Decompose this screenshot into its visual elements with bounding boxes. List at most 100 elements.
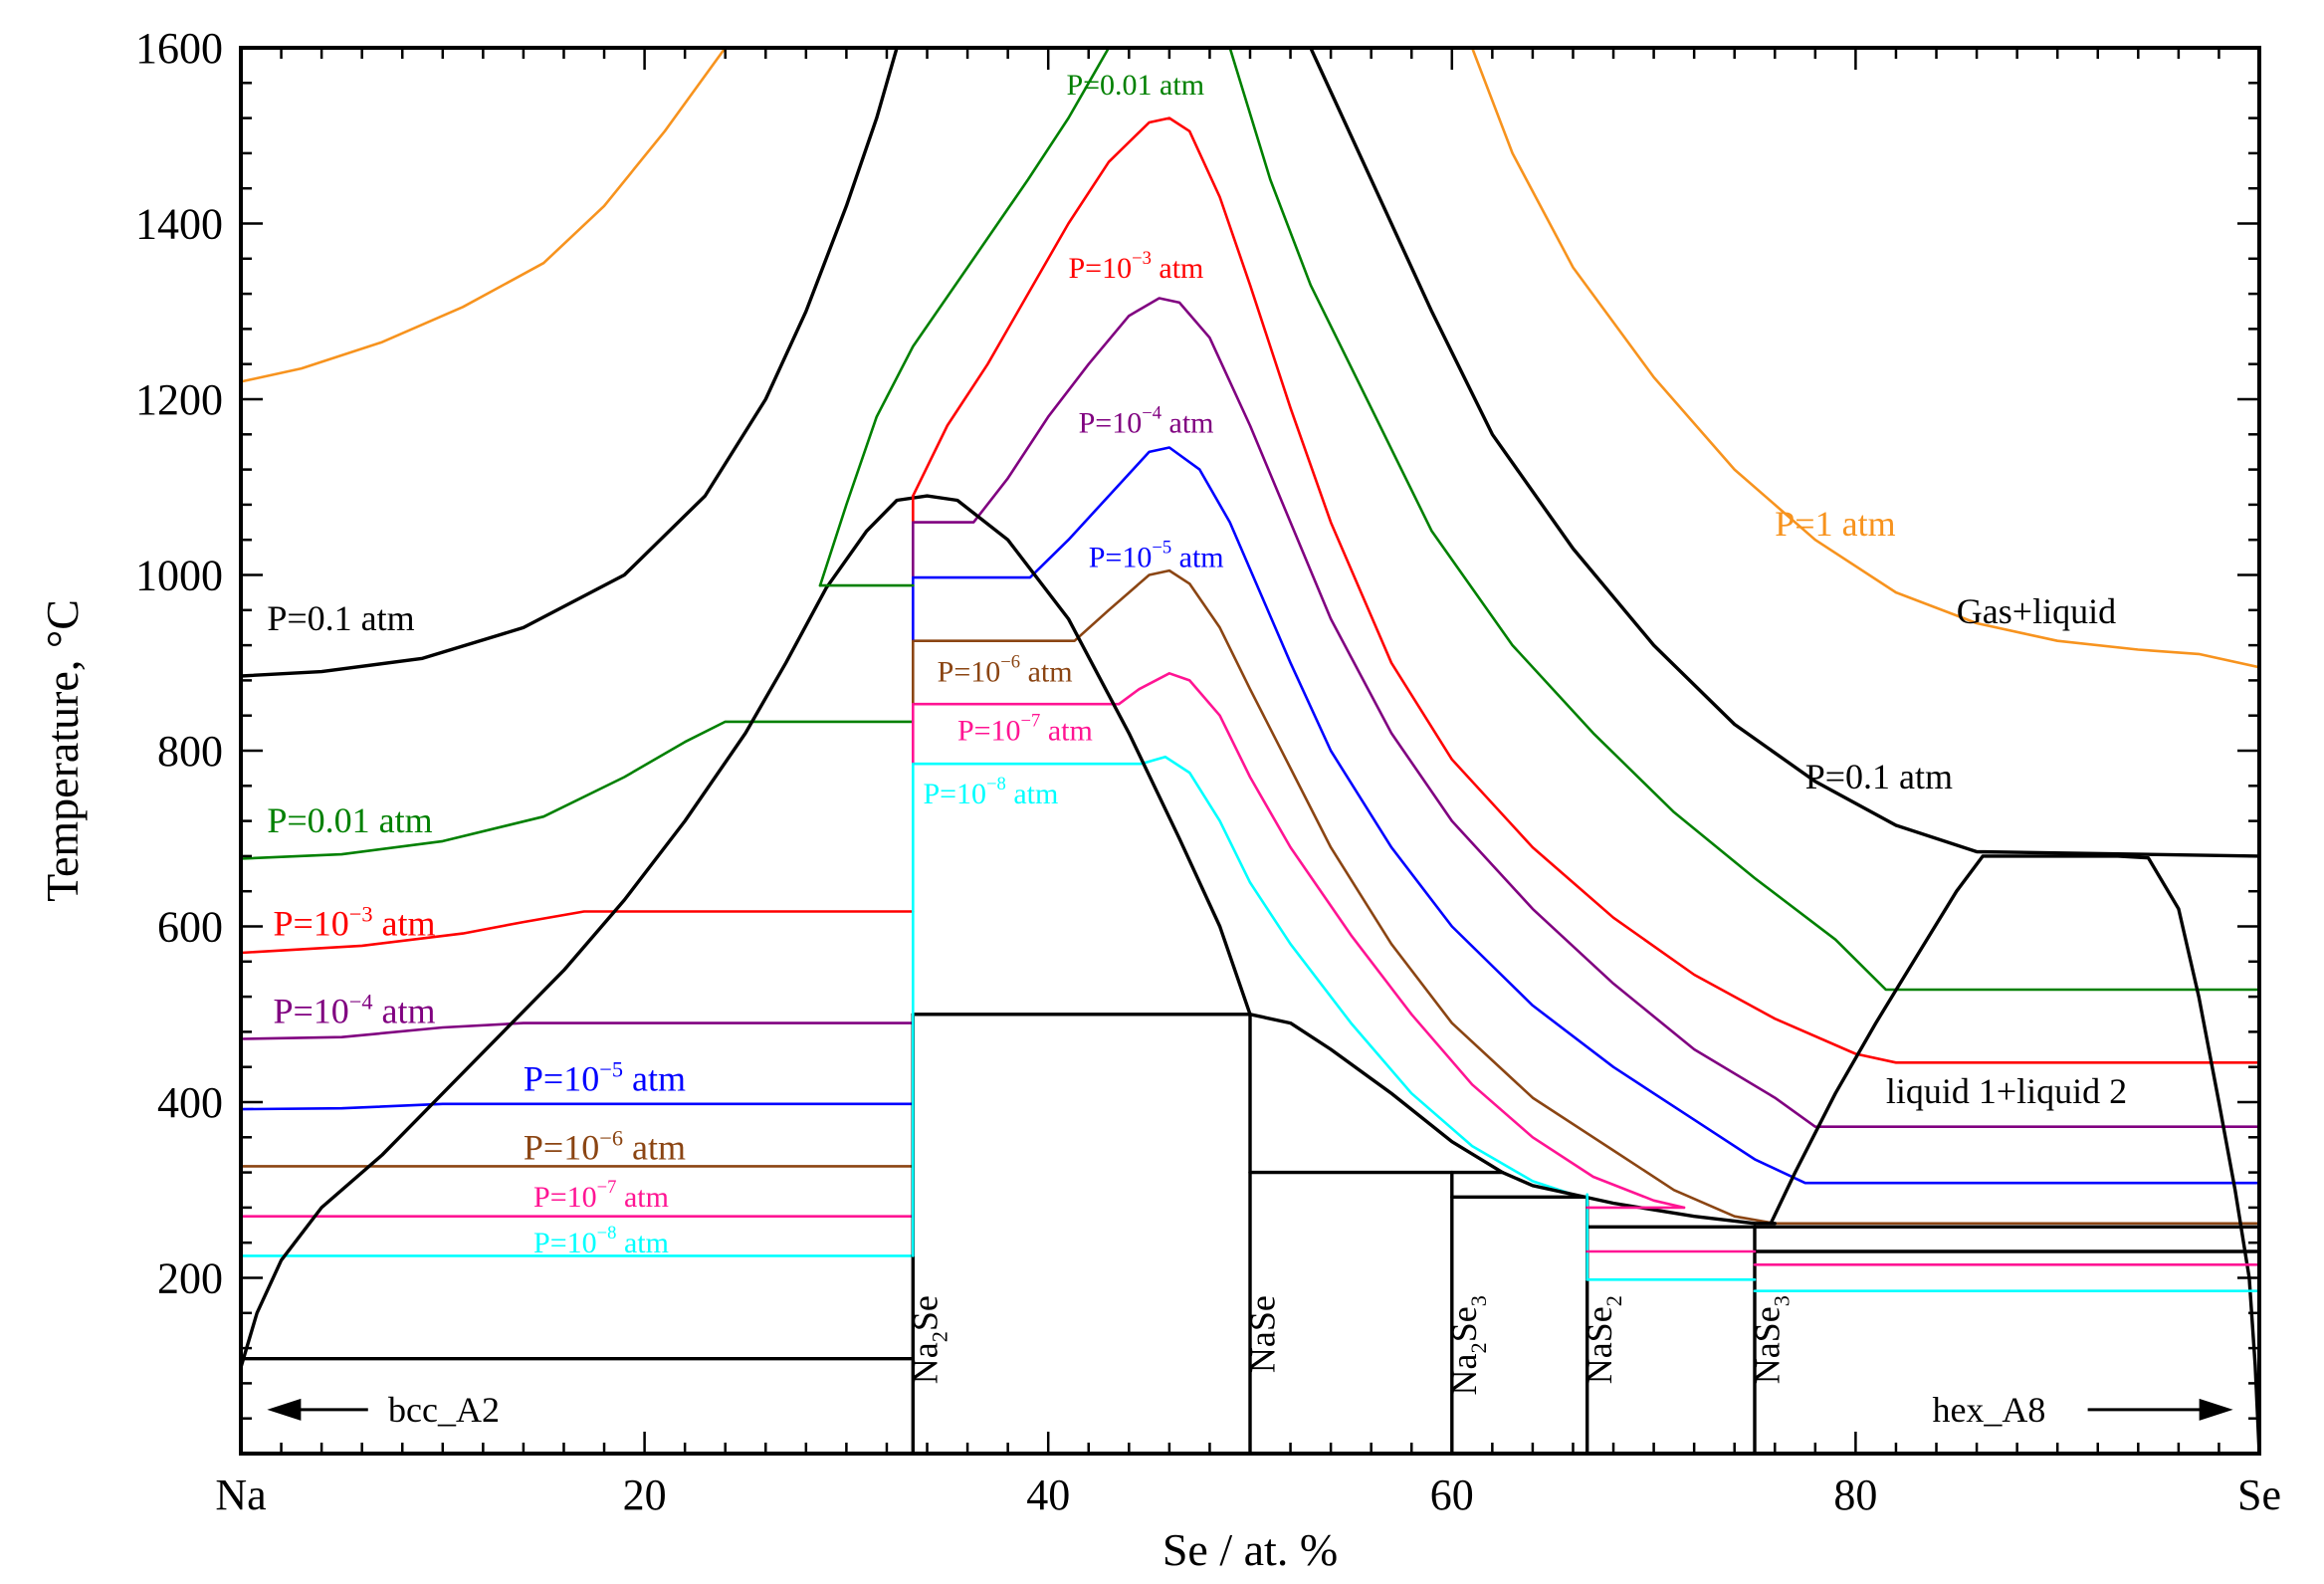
x-tick-label: 80 xyxy=(1833,1471,1877,1519)
series-line-8 xyxy=(912,116,2259,1064)
series-line-12 xyxy=(912,446,2259,1185)
series-line-21 xyxy=(1769,854,2259,1454)
y-tick-label: 800 xyxy=(157,727,223,776)
pressure-label-exp: −6 xyxy=(599,1125,623,1150)
pressure-label-base: P=10 xyxy=(1089,542,1153,574)
series-line-14 xyxy=(912,568,2259,1226)
x-tick-label: Na xyxy=(215,1471,266,1519)
curve-label-liq12: liquid 1+liquid 2 xyxy=(1886,1071,2127,1111)
compound-main: NaSe xyxy=(1242,1295,1282,1373)
series-line-11 xyxy=(241,1102,915,1111)
compound-label-nase2: NaSe2 xyxy=(1580,1295,1626,1384)
x-tick-label: 40 xyxy=(1026,1471,1070,1519)
series-line-18 xyxy=(912,755,1575,1196)
pressure-label-exp: −7 xyxy=(1021,710,1041,731)
pressure-label-base: P=10 xyxy=(524,1059,599,1099)
compound-label-nase3: NaSe3 xyxy=(1747,1295,1794,1384)
y-tick-label: 400 xyxy=(157,1078,223,1127)
pressure-label-exp: −3 xyxy=(1132,248,1152,269)
pressure-label-unit: atm xyxy=(1020,655,1073,688)
curve-label-gas_liquid: Gas+liquid xyxy=(1957,591,2116,631)
axis-ticks xyxy=(239,46,2261,1456)
x-tick-label: 20 xyxy=(623,1471,667,1519)
pressure-label-pm7_top: P=10−7 atm xyxy=(957,710,1093,747)
pressure-label-unit: atm xyxy=(616,1227,669,1259)
compound-label-na2se3: Na2Se3 xyxy=(1444,1295,1491,1395)
x-axis-title: Se / at. % xyxy=(1162,1524,1338,1575)
pressure-label-pm4_left: P=10−4 atm xyxy=(273,990,435,1031)
y-tick-label: 600 xyxy=(157,903,223,952)
pressure-label-exp: −5 xyxy=(599,1057,623,1082)
pressure-label-pm5_top: P=10−5 atm xyxy=(1089,538,1224,574)
pressure-label-pm8_left: P=10−8 atm xyxy=(533,1223,669,1259)
pressure-label-unit: atm xyxy=(373,992,436,1031)
series-line-19 xyxy=(241,494,1252,1370)
curve-labels: P=1 atm Gas+liquid P=0.1 atm P=0.1 atm P=0.0… xyxy=(267,69,2233,1430)
pressure-label-pm5_left: P=10−5 atm xyxy=(524,1057,686,1099)
series-line-9 xyxy=(241,1021,915,1040)
series-line-16 xyxy=(912,672,1686,1210)
pressure-label-pm6_left: P=10−6 atm xyxy=(524,1125,686,1167)
y-tick-label: 1200 xyxy=(135,375,223,424)
series-line-1 xyxy=(1470,48,2259,669)
curve-label-p001_left: P=0.01 atm xyxy=(267,800,432,840)
pressure-label-unit: atm xyxy=(623,1059,686,1099)
pressure-label-unit: atm xyxy=(1171,542,1224,574)
pressure-label-pm6_top: P=10−6 atm xyxy=(938,651,1073,688)
compound-sub: 2 xyxy=(1601,1295,1626,1306)
pressure-label-pm7_left: P=10−7 atm xyxy=(533,1177,669,1214)
pressure-label-base: P=10 xyxy=(533,1181,597,1214)
plot-area xyxy=(241,48,2259,1454)
pressure-label-base: P=10 xyxy=(1079,407,1143,440)
pressure-label-exp: −6 xyxy=(1000,651,1020,672)
pressure-label-base: P=10 xyxy=(524,1127,599,1167)
y-axis-title: Temperature, °C xyxy=(37,599,88,902)
axis-tick-labels: Na 20 40 60 80 Se 200 400 600 800 1000 1200 1400 1600 xyxy=(135,24,2281,1519)
pressure-label-base: P=10 xyxy=(923,778,986,810)
compound-main: Na xyxy=(1444,1353,1484,1395)
y-tick-label: 200 xyxy=(157,1254,223,1303)
arrow-right-icon xyxy=(2199,1398,2233,1421)
compound-rest: Se xyxy=(906,1295,946,1331)
x-tick-label: 60 xyxy=(1430,1471,1474,1519)
arrow-left-icon xyxy=(267,1398,302,1421)
pressure-label-exp: −8 xyxy=(597,1223,617,1244)
pressure-label-unit: atm xyxy=(1006,778,1059,810)
pressure-label-unit: atm xyxy=(616,1181,669,1214)
pressure-label-unit: atm xyxy=(623,1127,686,1167)
pressure-label-base: P=10 xyxy=(1068,252,1132,285)
compound-rest: Se xyxy=(1444,1306,1484,1342)
series-line-2 xyxy=(241,48,899,678)
y-tick-label: 1600 xyxy=(135,24,223,73)
pressure-label-unit: atm xyxy=(1162,407,1214,440)
compound-main: NaSe xyxy=(1747,1306,1787,1384)
series-line-4 xyxy=(241,720,915,860)
curve-label-p01_right: P=0.1 atm xyxy=(1805,757,1953,796)
x-tick-label: Se xyxy=(2237,1471,2281,1519)
pressure-label-exp: −8 xyxy=(986,774,1006,794)
series-line-3 xyxy=(1309,48,2259,858)
compound-sub: 2 xyxy=(1466,1342,1491,1353)
phase-label-left: bcc_A2 xyxy=(388,1390,500,1430)
pressure-label-pm3_left: P=10−3 atm xyxy=(273,901,435,943)
phase-label-right: hex_A8 xyxy=(1932,1390,2045,1430)
compound-sub: 3 xyxy=(1769,1295,1794,1306)
pressure-label-unit: atm xyxy=(1152,252,1204,285)
pressure-label-pm3_top: P=10−3 atm xyxy=(1068,248,1203,285)
y-tick-label: 1400 xyxy=(135,200,223,249)
compound-label-na2se: Na2Se xyxy=(906,1295,952,1384)
pressure-label-base: P=10 xyxy=(273,992,348,1031)
pressure-label-exp: −7 xyxy=(597,1177,617,1198)
series-line-7 xyxy=(241,910,915,955)
pressure-label-exp: −4 xyxy=(1142,403,1162,424)
pressure-label-unit: atm xyxy=(373,903,436,943)
pressure-label-exp: −4 xyxy=(349,990,373,1015)
curve-label-p1_right: P=1 atm xyxy=(1775,504,1895,544)
compound-sub: 2 xyxy=(928,1331,952,1342)
curve-label-p001_top: P=0.01 atm xyxy=(1066,69,1204,102)
pressure-label-base: P=10 xyxy=(533,1227,597,1259)
y-tick-label: 1000 xyxy=(135,552,223,600)
compound-sub2: 3 xyxy=(1466,1295,1491,1306)
pressure-label-base: P=10 xyxy=(273,903,348,943)
